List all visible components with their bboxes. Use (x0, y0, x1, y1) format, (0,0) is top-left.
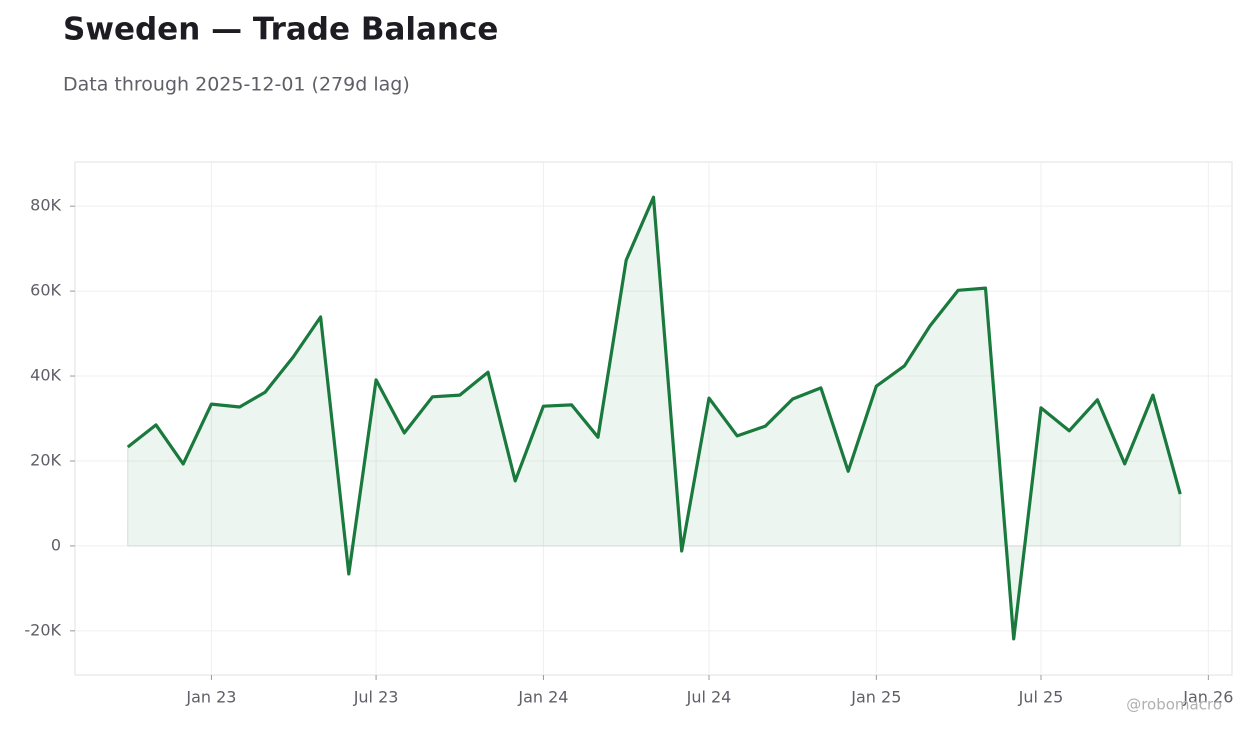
chart-title: Sweden — Trade Balance (63, 12, 498, 48)
y-tick-label: -20K (24, 620, 61, 639)
x-tick-label: Jul 25 (1018, 688, 1064, 707)
watermark: @robomacro (1126, 696, 1222, 714)
y-tick-label: 0 (51, 535, 61, 554)
x-tick-label: Jul 23 (353, 688, 399, 707)
y-tick-label: 80K (30, 196, 61, 215)
x-tick-label: Jan 26 (1182, 688, 1233, 707)
y-tick-label: 40K (30, 366, 61, 385)
plot-frame (74, 161, 1233, 676)
y-tick-label: 60K (30, 281, 61, 300)
y-tick-label: 20K (30, 450, 61, 469)
x-tick-label: Jan 25 (850, 688, 901, 707)
x-tick-label: Jan 24 (517, 688, 568, 707)
x-tick-label: Jul 24 (686, 688, 732, 707)
chart-subtitle: Data through 2025-12-01 (279d lag) (63, 74, 410, 96)
x-tick-label: Jan 23 (185, 688, 236, 707)
line (126, 195, 1182, 641)
